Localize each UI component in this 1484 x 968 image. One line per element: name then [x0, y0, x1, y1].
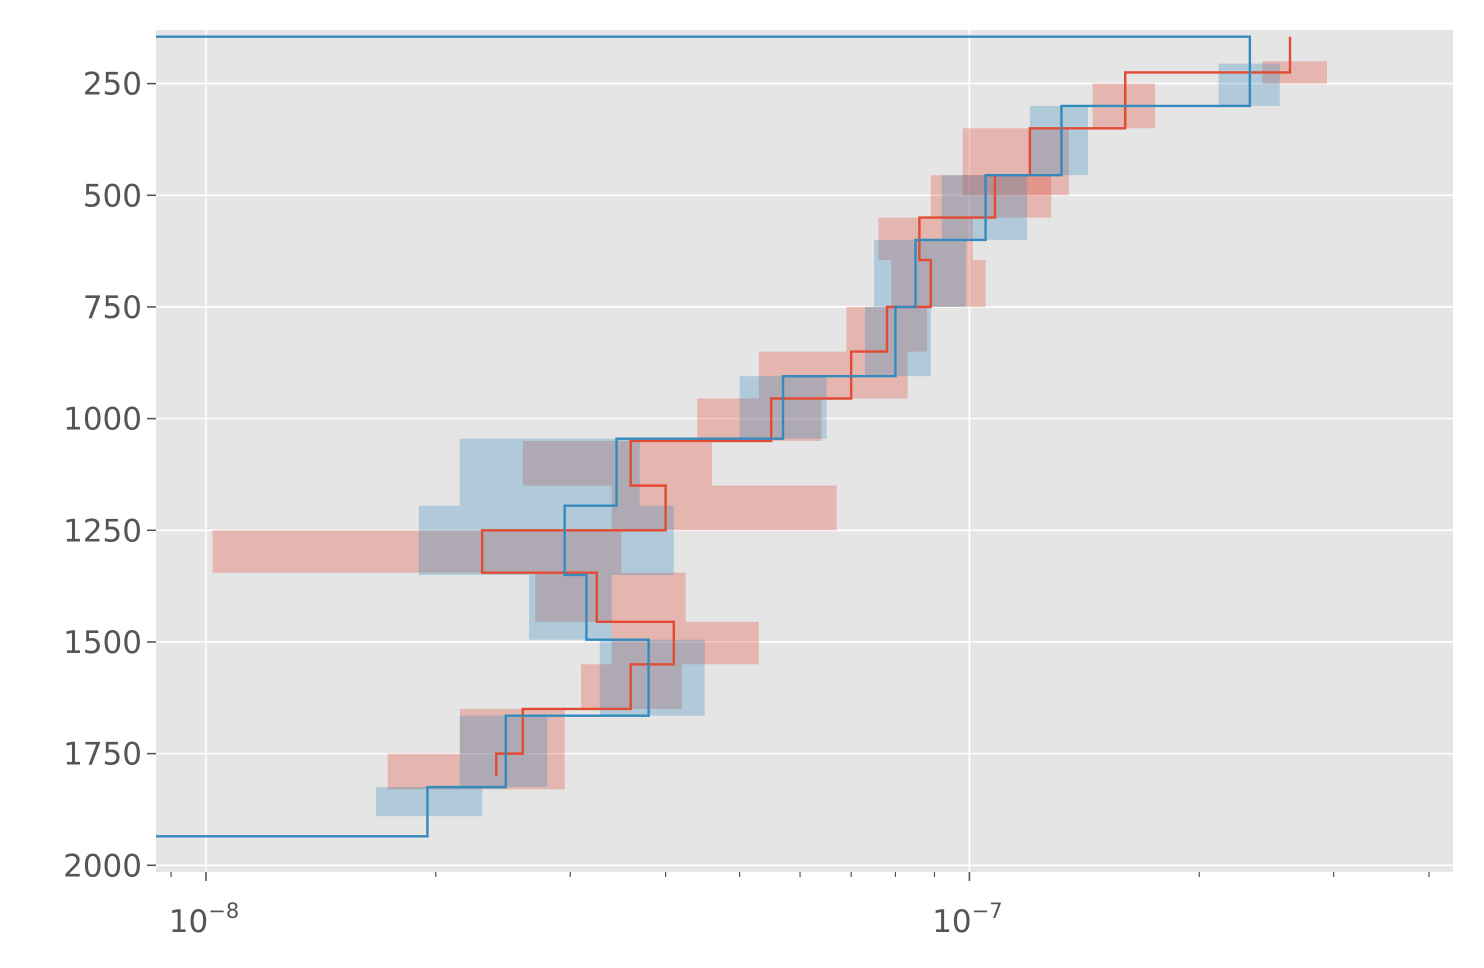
series-lines [156, 35, 1292, 838]
uncertainty-band [697, 398, 822, 441]
uncertainty-band [1029, 105, 1088, 176]
uncertainty-band [535, 572, 686, 622]
y-tick-label: 1750 [63, 737, 142, 773]
x-tick-label-exponent: −8 [208, 899, 239, 923]
x-axis: 10−8 10−7 [169, 872, 1430, 940]
uncertainty-band [930, 175, 1052, 218]
y-tick-label: 1250 [63, 513, 142, 549]
uncertainty-band [865, 306, 931, 377]
y-tick-label: 1500 [63, 625, 142, 661]
uncertainty-band [459, 438, 640, 506]
uncertainty-band [611, 485, 837, 531]
x-tick-label-exponent: −7 [972, 899, 1003, 923]
uncertainty-band [1262, 61, 1327, 84]
x-tick-label: 10−7 [932, 899, 1002, 940]
uncertainty-band [376, 787, 483, 817]
uncertainty-band [459, 715, 548, 788]
y-tick-label: 1000 [63, 402, 142, 438]
uncertainty-bands [212, 61, 1327, 817]
uncertainty-band [891, 260, 986, 307]
y-tick-label: 500 [83, 178, 142, 214]
grid-lines [156, 30, 1453, 872]
uncertainty-band [599, 639, 705, 716]
y-axis: 250 500 750 1000 1250 1500 1750 2000 [63, 67, 156, 884]
y-tick-label: 2000 [63, 848, 142, 884]
uncertainty-band [387, 753, 565, 790]
uncertainty-band [962, 128, 1069, 196]
y-tick-label: 250 [83, 67, 142, 103]
series-line [156, 35, 1252, 838]
uncertainty-band [418, 505, 674, 575]
uncertainty-band [212, 530, 622, 573]
x-tick-label: 10−8 [169, 899, 239, 940]
x-tick-label-base: 10 [169, 904, 208, 940]
y-tick-label: 750 [83, 290, 142, 326]
uncertainty-band [611, 621, 759, 665]
x-tick-label-base: 10 [932, 904, 971, 940]
plot-background [156, 30, 1453, 872]
uncertainty-band [529, 574, 612, 640]
